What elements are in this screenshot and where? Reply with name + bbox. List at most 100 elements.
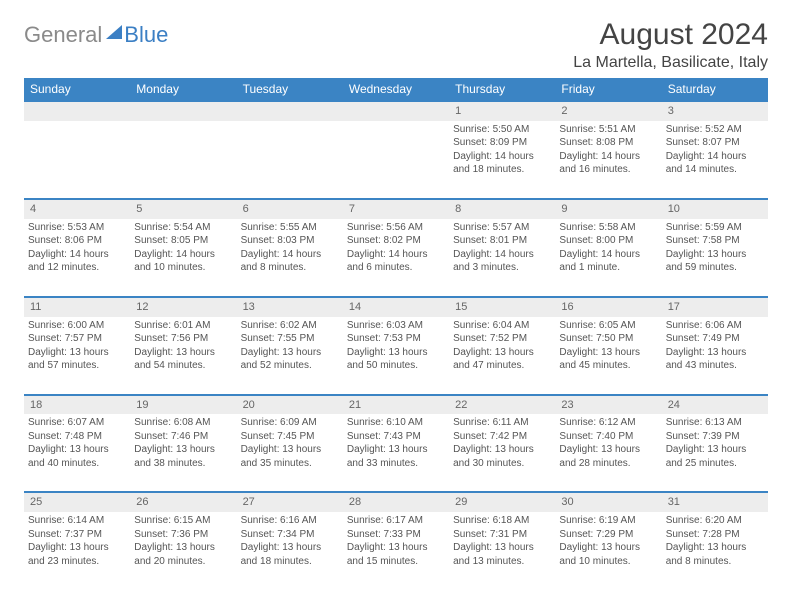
day-day1: Daylight: 13 hours [241, 541, 339, 555]
logo-text-gray: General [24, 22, 102, 48]
day-number-empty [24, 101, 130, 121]
weekday-header: Friday [555, 78, 661, 101]
day-day1: Daylight: 14 hours [241, 248, 339, 262]
day-day2: and 12 minutes. [28, 261, 126, 275]
day-day1: Daylight: 14 hours [453, 150, 551, 164]
day-number: 14 [343, 297, 449, 317]
day-sunset: Sunset: 7:57 PM [28, 332, 126, 346]
day-sunrise: Sunrise: 6:08 AM [134, 416, 232, 430]
day-day2: and 35 minutes. [241, 457, 339, 471]
weekday-header: Tuesday [237, 78, 343, 101]
day-day1: Daylight: 13 hours [134, 346, 232, 360]
day-cell-empty [343, 121, 449, 199]
day-sunset: Sunset: 7:43 PM [347, 430, 445, 444]
day-cell: Sunrise: 6:17 AMSunset: 7:33 PMDaylight:… [343, 512, 449, 590]
weekday-row: SundayMondayTuesdayWednesdayThursdayFrid… [24, 78, 768, 101]
day-sunset: Sunset: 7:50 PM [559, 332, 657, 346]
day-day1: Daylight: 14 hours [28, 248, 126, 262]
day-sunrise: Sunrise: 6:17 AM [347, 514, 445, 528]
day-sunset: Sunset: 8:07 PM [666, 136, 764, 150]
day-sunrise: Sunrise: 6:10 AM [347, 416, 445, 430]
day-number: 20 [237, 395, 343, 415]
day-number: 2 [555, 101, 661, 121]
day-cell: Sunrise: 6:12 AMSunset: 7:40 PMDaylight:… [555, 414, 661, 492]
day-day1: Daylight: 13 hours [453, 541, 551, 555]
day-sunrise: Sunrise: 5:58 AM [559, 221, 657, 235]
day-number: 29 [449, 492, 555, 512]
day-sunset: Sunset: 7:46 PM [134, 430, 232, 444]
weekday-header: Thursday [449, 78, 555, 101]
day-number: 23 [555, 395, 661, 415]
day-day1: Daylight: 13 hours [559, 443, 657, 457]
day-number: 7 [343, 199, 449, 219]
day-sunrise: Sunrise: 5:51 AM [559, 123, 657, 137]
day-sunset: Sunset: 8:01 PM [453, 234, 551, 248]
day-content-row: Sunrise: 5:53 AMSunset: 8:06 PMDaylight:… [24, 219, 768, 297]
day-sunset: Sunset: 8:09 PM [453, 136, 551, 150]
day-number: 26 [130, 492, 236, 512]
day-cell: Sunrise: 6:14 AMSunset: 7:37 PMDaylight:… [24, 512, 130, 590]
daynum-row: 25262728293031 [24, 492, 768, 512]
day-number: 28 [343, 492, 449, 512]
day-sunrise: Sunrise: 6:11 AM [453, 416, 551, 430]
day-sunrise: Sunrise: 5:54 AM [134, 221, 232, 235]
day-cell: Sunrise: 6:03 AMSunset: 7:53 PMDaylight:… [343, 317, 449, 395]
day-cell: Sunrise: 5:53 AMSunset: 8:06 PMDaylight:… [24, 219, 130, 297]
day-number: 8 [449, 199, 555, 219]
day-cell: Sunrise: 6:15 AMSunset: 7:36 PMDaylight:… [130, 512, 236, 590]
day-day2: and 28 minutes. [559, 457, 657, 471]
day-sunset: Sunset: 7:40 PM [559, 430, 657, 444]
day-day2: and 1 minute. [559, 261, 657, 275]
daynum-row: 18192021222324 [24, 395, 768, 415]
day-cell: Sunrise: 5:58 AMSunset: 8:00 PMDaylight:… [555, 219, 661, 297]
day-day2: and 38 minutes. [134, 457, 232, 471]
day-number: 9 [555, 199, 661, 219]
day-day2: and 47 minutes. [453, 359, 551, 373]
day-cell: Sunrise: 5:52 AMSunset: 8:07 PMDaylight:… [662, 121, 768, 199]
day-day2: and 30 minutes. [453, 457, 551, 471]
day-sunset: Sunset: 7:31 PM [453, 528, 551, 542]
day-day2: and 25 minutes. [666, 457, 764, 471]
day-day1: Daylight: 14 hours [453, 248, 551, 262]
day-cell: Sunrise: 6:00 AMSunset: 7:57 PMDaylight:… [24, 317, 130, 395]
daynum-row: 123 [24, 101, 768, 121]
day-sunset: Sunset: 8:06 PM [28, 234, 126, 248]
day-sunset: Sunset: 7:33 PM [347, 528, 445, 542]
day-cell: Sunrise: 6:10 AMSunset: 7:43 PMDaylight:… [343, 414, 449, 492]
day-sunrise: Sunrise: 5:56 AM [347, 221, 445, 235]
day-number: 22 [449, 395, 555, 415]
logo-text-blue: Blue [124, 22, 168, 48]
day-day1: Daylight: 13 hours [666, 248, 764, 262]
day-sunset: Sunset: 7:28 PM [666, 528, 764, 542]
day-cell: Sunrise: 6:20 AMSunset: 7:28 PMDaylight:… [662, 512, 768, 590]
month-title: August 2024 [573, 18, 768, 52]
day-number: 3 [662, 101, 768, 121]
day-day2: and 10 minutes. [559, 555, 657, 569]
day-sunset: Sunset: 7:52 PM [453, 332, 551, 346]
day-number: 27 [237, 492, 343, 512]
day-day2: and 45 minutes. [559, 359, 657, 373]
day-day2: and 15 minutes. [347, 555, 445, 569]
day-day2: and 8 minutes. [241, 261, 339, 275]
day-day2: and 10 minutes. [134, 261, 232, 275]
day-cell: Sunrise: 6:02 AMSunset: 7:55 PMDaylight:… [237, 317, 343, 395]
daynum-row: 45678910 [24, 199, 768, 219]
day-sunrise: Sunrise: 5:55 AM [241, 221, 339, 235]
day-number: 30 [555, 492, 661, 512]
day-sunset: Sunset: 7:37 PM [28, 528, 126, 542]
day-sunset: Sunset: 8:08 PM [559, 136, 657, 150]
day-sunset: Sunset: 7:53 PM [347, 332, 445, 346]
day-day1: Daylight: 13 hours [241, 443, 339, 457]
day-day1: Daylight: 13 hours [559, 346, 657, 360]
weekday-header: Sunday [24, 78, 130, 101]
day-content-row: Sunrise: 6:07 AMSunset: 7:48 PMDaylight:… [24, 414, 768, 492]
day-cell: Sunrise: 6:08 AMSunset: 7:46 PMDaylight:… [130, 414, 236, 492]
day-day2: and 33 minutes. [347, 457, 445, 471]
day-sunset: Sunset: 7:48 PM [28, 430, 126, 444]
day-sunrise: Sunrise: 5:57 AM [453, 221, 551, 235]
day-sunrise: Sunrise: 6:09 AM [241, 416, 339, 430]
day-sunrise: Sunrise: 6:13 AM [666, 416, 764, 430]
day-sunrise: Sunrise: 5:59 AM [666, 221, 764, 235]
day-sunset: Sunset: 7:39 PM [666, 430, 764, 444]
day-number: 11 [24, 297, 130, 317]
